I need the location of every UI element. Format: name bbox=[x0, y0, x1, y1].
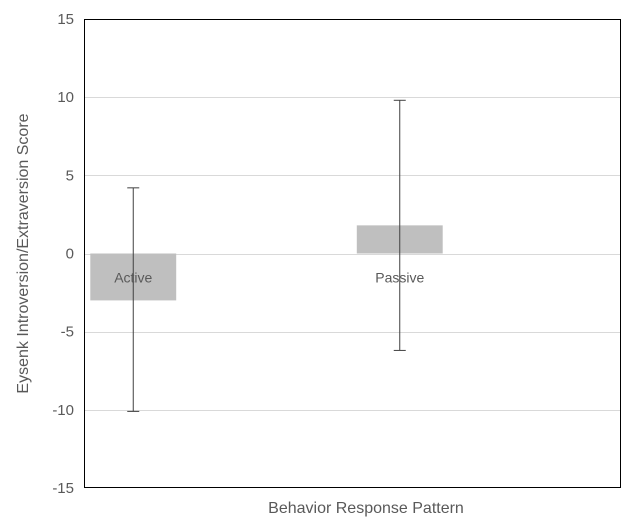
category-label-passive: Passive bbox=[375, 270, 424, 286]
y-tick-label: 10 bbox=[57, 89, 74, 106]
x-axis-title: Behavior Response Pattern bbox=[268, 500, 464, 517]
y-tick-label: 0 bbox=[66, 246, 74, 263]
y-tick-label: -15 bbox=[52, 480, 74, 497]
bars bbox=[90, 225, 443, 301]
y-axis-title: Eysenk Introversion/Extraversion Score bbox=[15, 113, 32, 393]
error-bars bbox=[127, 99, 406, 412]
y-tick-label: 15 bbox=[57, 11, 74, 28]
y-tick-label: -5 bbox=[61, 324, 74, 341]
y-tick-label: -10 bbox=[52, 402, 74, 419]
y-axis-ticks: 15 10 5 0 -5 -10 -15 bbox=[52, 11, 74, 497]
y-tick-label: 5 bbox=[66, 167, 74, 184]
category-labels: Active Passive bbox=[114, 270, 424, 286]
category-label-active: Active bbox=[114, 270, 152, 286]
